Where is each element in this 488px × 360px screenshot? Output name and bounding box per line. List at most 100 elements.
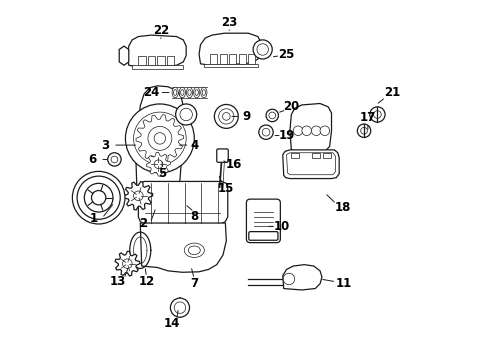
Circle shape (218, 109, 233, 124)
Polygon shape (140, 223, 226, 272)
Polygon shape (107, 154, 121, 165)
Text: 17: 17 (359, 111, 375, 124)
Ellipse shape (172, 87, 178, 98)
Ellipse shape (201, 87, 206, 98)
Circle shape (122, 259, 132, 269)
Circle shape (147, 126, 171, 150)
FancyBboxPatch shape (248, 231, 277, 240)
Circle shape (357, 124, 370, 138)
Polygon shape (210, 54, 217, 64)
Polygon shape (127, 35, 186, 67)
Ellipse shape (173, 90, 177, 95)
Circle shape (283, 273, 294, 285)
Polygon shape (136, 114, 183, 162)
Polygon shape (146, 152, 170, 176)
Polygon shape (199, 33, 261, 65)
Text: 25: 25 (278, 48, 294, 61)
Ellipse shape (184, 243, 204, 257)
Circle shape (369, 107, 384, 122)
Text: 4: 4 (190, 139, 198, 152)
Ellipse shape (193, 87, 200, 98)
Text: 16: 16 (225, 158, 242, 171)
Text: 20: 20 (283, 100, 299, 113)
Polygon shape (282, 265, 321, 290)
Text: 24: 24 (143, 86, 159, 99)
Circle shape (268, 112, 275, 119)
Text: 18: 18 (334, 201, 350, 214)
Circle shape (107, 153, 121, 166)
Ellipse shape (195, 90, 198, 95)
Polygon shape (183, 300, 188, 306)
Polygon shape (119, 46, 128, 65)
Polygon shape (138, 181, 227, 225)
Polygon shape (248, 54, 255, 64)
Text: 13: 13 (109, 275, 125, 288)
Text: 15: 15 (218, 182, 234, 195)
Polygon shape (171, 300, 176, 306)
Text: 10: 10 (273, 220, 289, 233)
Polygon shape (203, 64, 257, 67)
Ellipse shape (202, 90, 205, 95)
Circle shape (253, 40, 272, 59)
Circle shape (84, 183, 113, 212)
Circle shape (170, 298, 189, 317)
Text: 2: 2 (139, 216, 147, 230)
Circle shape (265, 109, 278, 122)
Polygon shape (138, 56, 145, 65)
Text: 7: 7 (190, 277, 198, 290)
Text: 3: 3 (101, 139, 109, 152)
Circle shape (214, 104, 238, 129)
Polygon shape (312, 153, 319, 158)
Text: 23: 23 (221, 16, 237, 29)
Circle shape (91, 190, 105, 205)
Polygon shape (258, 126, 273, 138)
Polygon shape (289, 103, 331, 153)
Polygon shape (136, 86, 183, 196)
Polygon shape (115, 251, 140, 276)
Polygon shape (238, 54, 245, 64)
Circle shape (262, 129, 269, 136)
Text: 19: 19 (278, 129, 294, 142)
Circle shape (154, 133, 165, 144)
Text: 21: 21 (383, 86, 399, 99)
Circle shape (180, 108, 192, 121)
Text: 8: 8 (190, 210, 198, 223)
Circle shape (175, 104, 196, 125)
Circle shape (301, 126, 311, 135)
FancyBboxPatch shape (216, 149, 228, 162)
Text: 14: 14 (163, 317, 180, 330)
Circle shape (72, 171, 125, 224)
Circle shape (111, 156, 118, 163)
Circle shape (360, 127, 366, 134)
Ellipse shape (187, 90, 191, 95)
Circle shape (174, 302, 185, 314)
Polygon shape (282, 150, 339, 179)
Polygon shape (147, 56, 155, 65)
Ellipse shape (180, 90, 183, 95)
Text: 11: 11 (335, 277, 351, 290)
Polygon shape (167, 56, 174, 65)
Text: 6: 6 (88, 153, 96, 166)
Circle shape (258, 125, 273, 139)
Text: 5: 5 (158, 167, 166, 180)
Polygon shape (229, 54, 236, 64)
Circle shape (77, 176, 120, 219)
Circle shape (133, 191, 143, 201)
Circle shape (311, 126, 320, 135)
FancyBboxPatch shape (246, 199, 280, 243)
Ellipse shape (186, 87, 192, 98)
Circle shape (222, 113, 230, 120)
Text: 22: 22 (152, 24, 168, 37)
Circle shape (256, 44, 268, 55)
Polygon shape (219, 54, 226, 64)
Circle shape (154, 160, 163, 168)
Ellipse shape (179, 87, 185, 98)
Circle shape (319, 126, 329, 135)
Text: 12: 12 (138, 275, 154, 288)
Circle shape (133, 112, 186, 165)
Circle shape (293, 126, 302, 135)
Circle shape (373, 111, 381, 118)
Polygon shape (322, 153, 330, 158)
Text: 9: 9 (242, 110, 250, 123)
Text: 1: 1 (90, 212, 98, 225)
